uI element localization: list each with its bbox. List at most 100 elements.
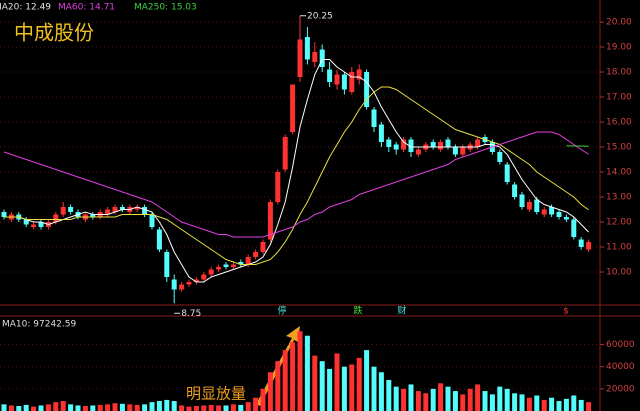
candle-body xyxy=(534,199,540,212)
candle-body xyxy=(142,207,148,215)
volume-bar xyxy=(445,386,451,411)
volume-bar xyxy=(90,405,96,411)
y-tick-label: 12.00 xyxy=(606,218,632,228)
volume-bar xyxy=(267,372,273,411)
volume-bar xyxy=(16,406,22,411)
candle-body xyxy=(149,214,155,227)
y-tick-label: 17.00 xyxy=(606,93,632,103)
volume-bar xyxy=(230,404,236,411)
candle-body xyxy=(497,152,503,162)
candle-body xyxy=(371,109,377,127)
y-tick-label: 60000 xyxy=(606,340,635,350)
ma-line xyxy=(566,145,589,147)
high-label: 20.25 xyxy=(307,11,333,21)
volume-bar xyxy=(556,401,562,411)
candle-body xyxy=(238,262,244,265)
low-label: 8.75 xyxy=(181,309,201,319)
volume-bar xyxy=(68,404,74,411)
volume-bar xyxy=(341,366,347,411)
candle-body xyxy=(512,184,518,197)
ma-line xyxy=(3,131,589,238)
volume-bar xyxy=(156,401,162,411)
candle-body xyxy=(504,164,510,182)
candle-body xyxy=(541,209,547,215)
candle-body xyxy=(364,72,370,107)
volume-bar xyxy=(97,404,103,411)
candle-body xyxy=(408,139,414,152)
volume-bar xyxy=(216,405,222,411)
volume-bar xyxy=(452,391,458,411)
candle-body xyxy=(475,139,481,147)
volume-bar xyxy=(38,405,44,411)
candle-body xyxy=(105,209,111,215)
volume-bar xyxy=(401,388,407,411)
volume-bar xyxy=(423,393,429,411)
y-tick-label: 14.00 xyxy=(606,168,632,178)
candle-body xyxy=(68,207,74,212)
volume-bar xyxy=(245,402,251,411)
volume-bar xyxy=(127,404,133,411)
candle-body xyxy=(341,74,347,90)
volume-bar xyxy=(319,361,325,411)
y-tick-label: 20.00 xyxy=(606,18,632,28)
candle-body xyxy=(253,252,259,257)
volume-bar xyxy=(512,393,518,411)
volume-bar xyxy=(519,394,525,411)
volume-bar xyxy=(356,357,362,411)
volume-bar xyxy=(142,404,148,411)
volume-bar xyxy=(23,404,29,411)
event-marker: $ xyxy=(563,307,569,317)
candle-body xyxy=(327,69,333,82)
y-tick-label: 16.00 xyxy=(606,118,632,128)
chart-title: 中成股份 xyxy=(14,21,94,45)
candle-body xyxy=(275,172,281,202)
candle-body xyxy=(245,257,251,265)
candle-body xyxy=(378,124,384,142)
candle-body xyxy=(53,214,59,222)
volume-bar xyxy=(534,395,540,411)
volume-bar xyxy=(327,368,333,411)
candle-body xyxy=(438,142,444,150)
volume-bar xyxy=(460,394,466,411)
candle-body xyxy=(556,212,562,217)
volume-bar xyxy=(208,404,214,411)
candle-body xyxy=(112,207,118,212)
volume-bar xyxy=(8,405,14,411)
candle-body xyxy=(156,229,162,250)
candle-body xyxy=(60,207,66,215)
candle-body xyxy=(186,282,192,285)
candle-body xyxy=(179,284,185,290)
candle-body xyxy=(297,39,303,77)
candle-body xyxy=(334,74,340,85)
candle-body xyxy=(1,212,7,217)
legend-entry: MA250: 15.03 xyxy=(134,3,197,13)
volume-bar xyxy=(563,398,569,411)
candle-body xyxy=(401,139,407,150)
y-tick-label: 20000 xyxy=(606,384,635,394)
volume-bar xyxy=(105,404,111,411)
volume-bar xyxy=(253,397,259,411)
candle-body xyxy=(90,214,96,217)
candle-body xyxy=(134,207,140,210)
volume-bar xyxy=(541,399,547,411)
volume-bar xyxy=(164,399,170,411)
volume-bar xyxy=(60,401,66,411)
candle-body xyxy=(452,147,458,155)
candle-body xyxy=(223,264,229,267)
legend-entry: MA60: 14.71 xyxy=(58,3,115,13)
volume-bar xyxy=(179,405,185,411)
candle-body xyxy=(31,224,37,227)
volume-bar xyxy=(260,388,266,411)
candle-body xyxy=(393,144,399,150)
volume-bar xyxy=(386,380,392,411)
candle-body xyxy=(290,84,296,132)
candle-body xyxy=(171,279,177,290)
candle-body xyxy=(586,242,592,250)
legend-entry: MA20: 12.49 xyxy=(0,3,51,13)
volume-bar xyxy=(497,386,503,411)
candle-body xyxy=(267,202,273,240)
volume-bar xyxy=(112,403,118,411)
volume-bar xyxy=(53,402,59,411)
volume-bar xyxy=(467,388,473,411)
